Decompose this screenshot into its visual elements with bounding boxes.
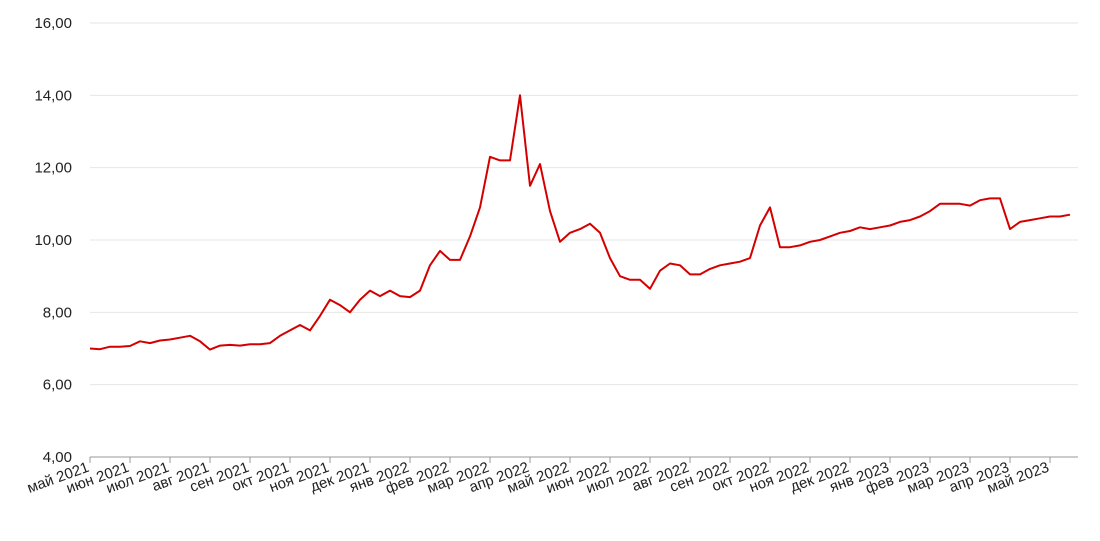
y-tick-label: 4,00	[43, 449, 72, 466]
y-tick-label: 8,00	[43, 304, 72, 321]
y-tick-label: 12,00	[34, 160, 72, 177]
y-tick-label: 10,00	[34, 232, 72, 249]
y-tick-label: 6,00	[43, 377, 72, 394]
y-tick-label: 14,00	[34, 87, 72, 104]
data-line	[89, 94, 1071, 351]
y-tick-label: 16,00	[34, 15, 72, 32]
